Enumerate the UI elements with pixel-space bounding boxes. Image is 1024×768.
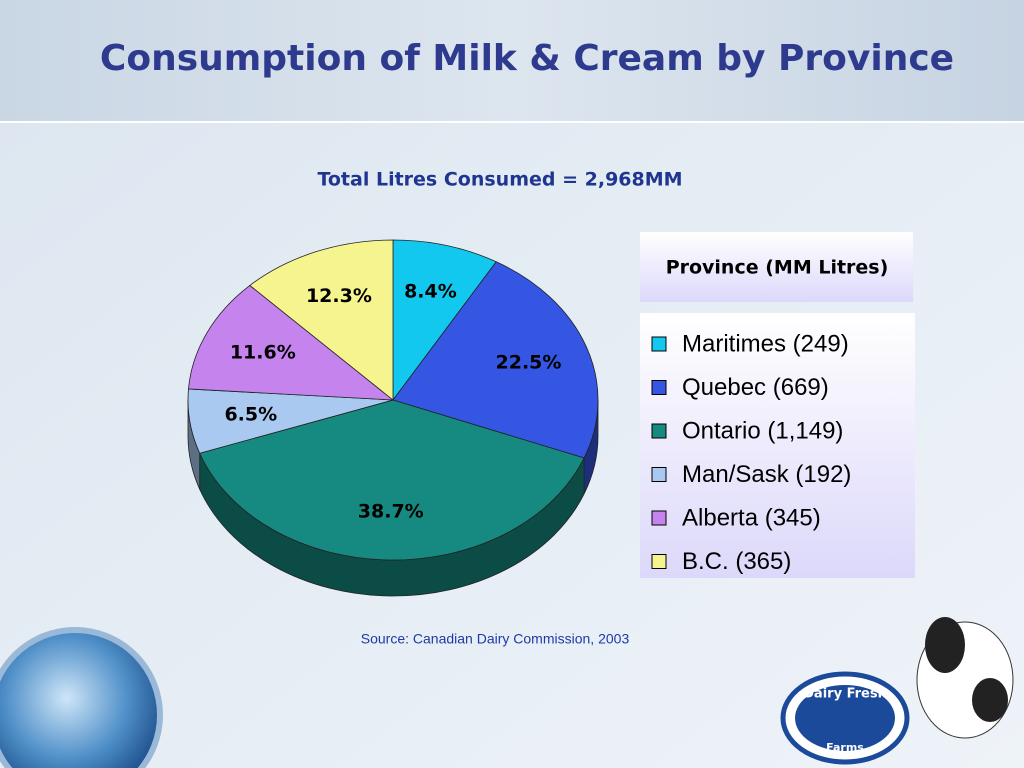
legend-box	[640, 313, 915, 578]
header-band	[0, 0, 1024, 122]
slice-label: 22.5%	[496, 352, 562, 374]
legend-swatch	[651, 423, 667, 439]
legend-title-box	[640, 232, 913, 302]
slice-label: 6.5%	[224, 404, 277, 426]
slice-label: 12.3%	[306, 285, 372, 307]
legend-swatch	[651, 336, 667, 352]
legend-label: Ontario (1,149)	[682, 417, 843, 444]
chart-subtitle: Total Litres Consumed = 2,968MM	[317, 169, 682, 191]
cow-decoration	[916, 617, 1014, 739]
legend-swatch	[651, 380, 667, 395]
legend-label: Quebec (669)	[682, 374, 829, 401]
slice-label: 11.6%	[230, 341, 296, 363]
legend: Maritimes (249) Quebec (669) Ontario (1,14…	[651, 330, 851, 575]
cow-patch	[972, 678, 1008, 722]
slice	[392, 261, 599, 459]
slice	[188, 284, 395, 401]
logo-text: Dairy Fresh	[803, 687, 887, 702]
pie: 8.4% 22.5% 38.7% 6.5% 11.6% 12.3%	[187, 239, 599, 597]
logo-center	[795, 685, 895, 751]
slice	[249, 239, 394, 401]
cow-patch	[925, 617, 965, 673]
source-note: Source: Canadian Dairy Commission, 2003	[361, 631, 630, 647]
slice	[392, 239, 497, 402]
legend-label: Alberta (345)	[682, 504, 821, 531]
logo-text: Farms	[826, 741, 864, 754]
slice-label: 8.4%	[404, 280, 457, 302]
legend-title: Province (MM Litres)	[666, 257, 889, 279]
legend-label: B.C. (365)	[682, 548, 791, 575]
legend-swatch	[651, 467, 667, 482]
legend-label: Maritimes (249)	[682, 330, 849, 357]
legend-label: Man/Sask (192)	[682, 461, 851, 488]
logo: Dairy Fresh Farms	[780, 671, 910, 765]
slide-title: Consumption of Milk & Cream by Province	[100, 38, 954, 79]
legend-swatch	[651, 554, 667, 569]
globe-decoration	[0, 627, 163, 768]
slice	[199, 399, 585, 561]
slice-label: 38.7%	[358, 500, 424, 522]
legend-swatch	[651, 510, 667, 526]
